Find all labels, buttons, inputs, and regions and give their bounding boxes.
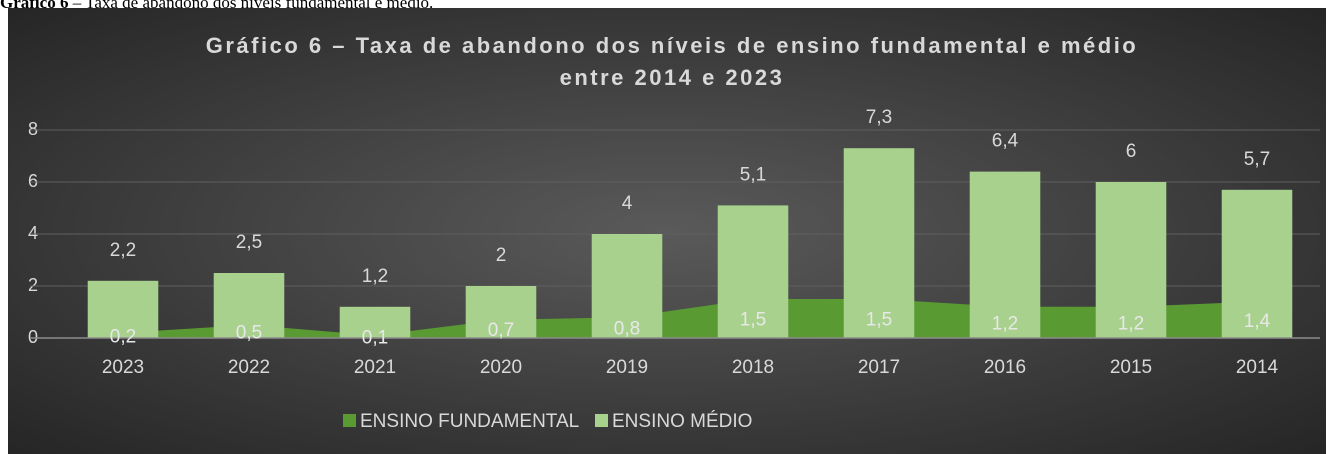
x-tick-label: 2017 bbox=[858, 357, 900, 378]
x-tick-label: 2015 bbox=[1110, 357, 1152, 378]
bar-value-label: 5,7 bbox=[1244, 149, 1270, 170]
legend-swatch bbox=[595, 414, 608, 427]
area-value-label: 1,2 bbox=[1118, 313, 1144, 334]
bar-value-label: 2 bbox=[496, 245, 507, 266]
area-value-label: 1,2 bbox=[992, 313, 1018, 334]
x-tick-label: 2022 bbox=[228, 357, 270, 378]
bar-value-label: 6,4 bbox=[992, 131, 1019, 152]
chart-title: Gráfico 6 – Taxa de abandono dos níveis … bbox=[206, 33, 1139, 58]
bar-value-label: 4 bbox=[622, 193, 633, 214]
y-tick-label: 4 bbox=[28, 223, 38, 243]
bar bbox=[87, 280, 159, 338]
bar bbox=[717, 205, 789, 338]
bar-value-label: 5,1 bbox=[740, 164, 766, 185]
bar bbox=[1221, 189, 1293, 338]
bar-value-label: 6 bbox=[1126, 141, 1137, 162]
bar-value-label: 2,2 bbox=[110, 240, 136, 261]
bar bbox=[969, 171, 1041, 338]
area-value-label: 1,4 bbox=[1244, 311, 1271, 332]
x-tick-label: 2016 bbox=[984, 357, 1026, 378]
bar bbox=[843, 148, 915, 338]
bar bbox=[213, 273, 285, 338]
area-value-label: 0,7 bbox=[488, 320, 514, 341]
bar-value-label: 7,3 bbox=[866, 107, 892, 128]
bar bbox=[465, 286, 537, 338]
area-value-label: 1,5 bbox=[740, 310, 766, 331]
x-tick-label: 2018 bbox=[732, 357, 774, 378]
y-tick-label: 2 bbox=[28, 275, 38, 295]
bar-value-label: 2,5 bbox=[236, 232, 262, 253]
bar bbox=[339, 306, 411, 338]
bar bbox=[591, 234, 663, 338]
caption-text: – Taxa de abandono dos níveis fundamenta… bbox=[72, 0, 434, 12]
area-value-label: 0,5 bbox=[236, 323, 262, 344]
area-value-label: 0,1 bbox=[362, 328, 388, 349]
legend-label: ENSINO MÉDIO bbox=[612, 411, 752, 432]
y-tick-label: 0 bbox=[28, 327, 38, 347]
x-tick-label: 2014 bbox=[1236, 357, 1279, 378]
area-value-label: 0,2 bbox=[110, 326, 136, 347]
caption-label: Gráfico 6 bbox=[0, 0, 68, 12]
x-tick-label: 2023 bbox=[102, 357, 144, 378]
y-tick-label: 6 bbox=[28, 171, 38, 191]
area-value-label: 0,8 bbox=[614, 319, 640, 340]
bar bbox=[1095, 182, 1167, 338]
bar-value-label: 1,2 bbox=[362, 266, 388, 287]
x-tick-label: 2021 bbox=[354, 357, 396, 378]
chart-title: entre 2014 e 2023 bbox=[560, 65, 785, 90]
area-value-label: 1,5 bbox=[866, 310, 892, 331]
legend-swatch bbox=[343, 414, 356, 427]
x-tick-label: 2020 bbox=[480, 357, 522, 378]
caption: Gráfico 6 – Taxa de abandono dos níveis … bbox=[0, 0, 433, 12]
x-tick-label: 2019 bbox=[606, 357, 648, 378]
legend-label: ENSINO FUNDAMENTAL bbox=[360, 411, 579, 432]
y-tick-label: 8 bbox=[28, 119, 38, 139]
